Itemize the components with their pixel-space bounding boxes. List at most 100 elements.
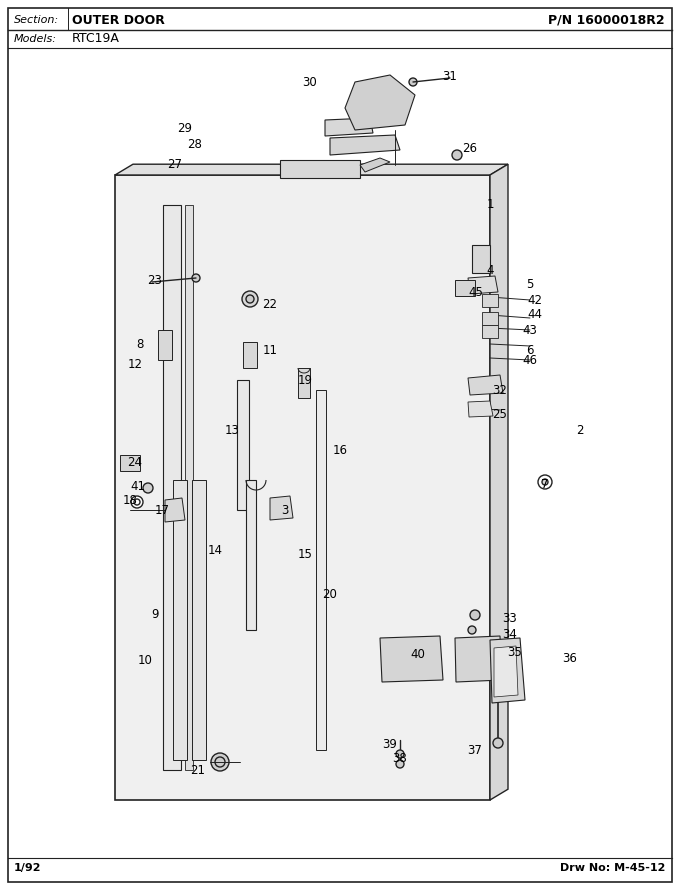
Polygon shape (468, 276, 498, 294)
Text: 14: 14 (207, 544, 222, 556)
Text: 6: 6 (526, 344, 534, 357)
Text: 27: 27 (167, 158, 182, 172)
Text: 13: 13 (224, 424, 239, 436)
Text: 23: 23 (148, 273, 163, 287)
Circle shape (538, 475, 552, 489)
Bar (158, 330, 172, 360)
Text: 11: 11 (262, 344, 277, 357)
Text: 21: 21 (190, 764, 205, 776)
Text: 41: 41 (131, 481, 146, 493)
Circle shape (215, 757, 225, 767)
Text: 40: 40 (411, 649, 426, 661)
Polygon shape (490, 638, 525, 703)
Text: 45: 45 (469, 287, 483, 300)
Text: Section:: Section: (14, 15, 59, 25)
Text: 5: 5 (526, 279, 534, 292)
Text: 43: 43 (522, 323, 537, 336)
Polygon shape (330, 135, 400, 155)
Bar (455, 280, 475, 296)
Polygon shape (360, 158, 390, 172)
Bar (163, 205, 181, 770)
Text: 9: 9 (151, 609, 158, 621)
Text: 17: 17 (154, 504, 169, 516)
Text: 33: 33 (503, 611, 517, 625)
Text: 19: 19 (298, 374, 313, 386)
Circle shape (143, 483, 153, 493)
Bar (298, 368, 310, 398)
Text: 32: 32 (492, 384, 507, 397)
Bar (185, 205, 193, 770)
Text: 28: 28 (188, 139, 203, 151)
Text: 25: 25 (492, 409, 507, 422)
Text: 38: 38 (392, 751, 407, 765)
Text: 1: 1 (486, 198, 494, 212)
Polygon shape (325, 118, 373, 136)
Text: RTC19A: RTC19A (72, 33, 120, 45)
Circle shape (246, 295, 254, 303)
Polygon shape (455, 636, 502, 682)
Polygon shape (468, 401, 493, 417)
Circle shape (542, 479, 548, 485)
Circle shape (131, 496, 143, 508)
Text: 46: 46 (522, 353, 537, 367)
Text: 2: 2 (576, 424, 583, 436)
Text: P/N 16000018R2: P/N 16000018R2 (548, 13, 665, 27)
Bar (192, 480, 206, 760)
Circle shape (134, 499, 140, 505)
Polygon shape (345, 75, 415, 130)
Text: 18: 18 (122, 493, 137, 506)
Text: 3: 3 (282, 504, 289, 516)
Text: 7: 7 (541, 479, 549, 491)
Text: 4: 4 (486, 263, 494, 277)
Polygon shape (490, 164, 508, 800)
Bar (173, 480, 187, 760)
Polygon shape (115, 175, 490, 800)
Text: 10: 10 (137, 653, 152, 667)
Polygon shape (482, 312, 498, 325)
Bar (120, 455, 140, 471)
Text: 34: 34 (503, 628, 517, 642)
Text: 35: 35 (508, 646, 522, 659)
Text: 1/92: 1/92 (14, 863, 41, 873)
Polygon shape (270, 496, 293, 520)
Text: 26: 26 (462, 142, 477, 155)
Text: 42: 42 (528, 294, 543, 306)
Circle shape (468, 626, 476, 634)
Bar (472, 245, 490, 273)
Text: 16: 16 (333, 443, 347, 457)
Bar (316, 390, 326, 750)
Bar (246, 480, 256, 630)
Text: 44: 44 (528, 309, 543, 321)
Circle shape (493, 738, 503, 748)
Polygon shape (165, 498, 185, 522)
Text: Drw No: M-45-12: Drw No: M-45-12 (560, 863, 665, 873)
Text: 31: 31 (443, 69, 458, 83)
Text: 24: 24 (128, 456, 143, 468)
Text: 22: 22 (262, 298, 277, 312)
Bar (243, 342, 257, 368)
Text: 12: 12 (128, 359, 143, 371)
Text: 30: 30 (303, 77, 318, 90)
Polygon shape (494, 646, 518, 697)
Text: Models:: Models: (14, 34, 57, 44)
Polygon shape (380, 636, 443, 682)
Text: 20: 20 (322, 588, 337, 602)
Circle shape (396, 760, 404, 768)
Text: OUTER DOOR: OUTER DOOR (72, 13, 165, 27)
Polygon shape (280, 160, 360, 178)
Circle shape (452, 150, 462, 160)
Text: 36: 36 (562, 651, 577, 665)
Circle shape (242, 291, 258, 307)
Text: 37: 37 (468, 743, 482, 756)
Circle shape (192, 274, 200, 282)
Text: 15: 15 (298, 548, 312, 562)
Circle shape (409, 78, 417, 86)
Circle shape (470, 610, 480, 620)
Polygon shape (482, 325, 498, 338)
Circle shape (211, 753, 229, 771)
Bar (237, 380, 249, 510)
Polygon shape (482, 294, 498, 307)
Polygon shape (115, 164, 508, 175)
Text: 8: 8 (136, 338, 143, 352)
Circle shape (396, 750, 404, 758)
